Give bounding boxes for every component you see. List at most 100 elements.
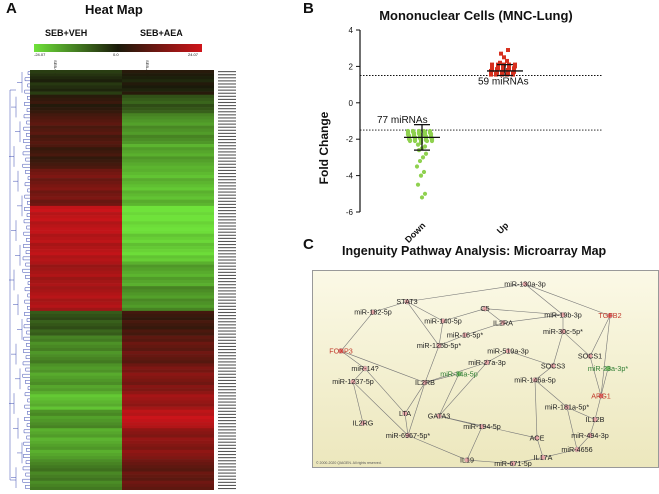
heatmap-cell bbox=[30, 385, 122, 389]
dendrogram-branch bbox=[26, 120, 30, 125]
heatmap-row-label bbox=[218, 281, 236, 283]
heatmap-cell bbox=[122, 246, 214, 250]
heatmap-cell bbox=[30, 113, 122, 117]
heatmap-row-label bbox=[218, 206, 236, 209]
heatmap-row-label bbox=[218, 463, 236, 465]
heatmap-cell bbox=[30, 403, 122, 407]
heatmap-row-label bbox=[218, 197, 236, 199]
heatmap-cell bbox=[122, 443, 214, 448]
ipa-node-label: LTA bbox=[399, 409, 411, 418]
dendrogram-branch bbox=[23, 126, 30, 131]
heatmap-cells bbox=[30, 70, 214, 490]
dendrogram-branch bbox=[23, 429, 30, 434]
heatmap-cell bbox=[122, 486, 214, 490]
ipa-node: STAT3 bbox=[396, 297, 417, 306]
heatmap-cell bbox=[30, 70, 122, 74]
heatmap-cell bbox=[30, 273, 122, 278]
heatmap-cell bbox=[122, 205, 214, 210]
heatmap-cell bbox=[30, 372, 122, 377]
ipa-node-marker bbox=[587, 353, 593, 359]
heatmap-row-label bbox=[218, 142, 236, 144]
ipa-edge bbox=[407, 382, 426, 436]
heatmap-row-label bbox=[218, 432, 236, 434]
ipa-node-marker bbox=[607, 313, 613, 319]
heatmap-row-label bbox=[218, 154, 236, 156]
ipa-node-marker bbox=[338, 348, 344, 354]
heatmap-cell bbox=[122, 428, 214, 432]
heatmap-row-label bbox=[218, 392, 236, 394]
heatmap-cell bbox=[122, 400, 214, 404]
heatmap-cell bbox=[30, 119, 122, 123]
heatmap-cell bbox=[122, 261, 214, 265]
heatmap-cell bbox=[122, 344, 214, 349]
heatmap-cell bbox=[30, 425, 122, 429]
heatmap-row-label bbox=[218, 265, 236, 267]
heatmap-row-label bbox=[218, 327, 236, 329]
heatmap-row-label bbox=[218, 117, 236, 119]
dendrogram-branch bbox=[27, 176, 30, 180]
heatmap-cell bbox=[122, 286, 214, 290]
heatmap-cell bbox=[122, 190, 214, 194]
heatmap-row-label bbox=[218, 210, 236, 212]
heatmap-cell bbox=[30, 400, 122, 404]
ipa-edge bbox=[486, 350, 509, 363]
heatmap-cell bbox=[122, 94, 214, 99]
ipa-node-marker bbox=[404, 298, 410, 305]
heatmap-cell bbox=[122, 465, 214, 469]
heatmap-row-label bbox=[218, 259, 236, 261]
heatmap-row-label bbox=[218, 407, 236, 409]
heatmap-cell bbox=[122, 280, 214, 284]
dendrogram-branch bbox=[13, 170, 19, 192]
heatmap-cell bbox=[122, 397, 214, 401]
ipa-node-marker bbox=[505, 348, 511, 354]
heatmap-cell bbox=[30, 103, 122, 108]
dendrogram-branch bbox=[24, 194, 30, 199]
heatmap-cell bbox=[30, 156, 122, 160]
heatmap-cell bbox=[30, 147, 122, 151]
heatmap-cell bbox=[30, 313, 122, 318]
ipa-node: miR-494-3p bbox=[571, 431, 609, 440]
heatmap-cell bbox=[30, 162, 122, 167]
data-point bbox=[424, 138, 430, 144]
heatmap-cell bbox=[30, 338, 122, 343]
data-point bbox=[422, 191, 428, 196]
heatmap-row-label bbox=[218, 339, 236, 341]
dendrogram-branch bbox=[23, 219, 30, 224]
heatmap-cell bbox=[122, 181, 214, 185]
heatmap-cell bbox=[122, 477, 214, 482]
ipa-node-label: miR-146a-5p bbox=[514, 375, 556, 384]
data-point bbox=[490, 62, 494, 67]
heatmap-cell bbox=[30, 283, 122, 287]
heatmap-row-label bbox=[218, 284, 236, 286]
dendrogram-branch bbox=[26, 238, 30, 242]
ipa-node-marker bbox=[350, 379, 356, 385]
heatmap-cell bbox=[122, 422, 214, 426]
heatmap-color-scale bbox=[34, 44, 202, 52]
heatmap-row-label bbox=[218, 349, 236, 351]
heatmap-cell bbox=[122, 409, 214, 414]
heatmap-cell bbox=[122, 218, 214, 222]
heatmap-cell bbox=[30, 276, 122, 281]
heatmap-row-label bbox=[218, 345, 236, 348]
heatmap-row-label bbox=[218, 475, 236, 477]
heatmap-cell bbox=[122, 184, 214, 188]
heatmap-cell bbox=[122, 313, 214, 318]
heatmap-row-label bbox=[218, 460, 236, 462]
heatmap-row-label bbox=[218, 487, 236, 490]
dendrogram-branch bbox=[11, 220, 17, 241]
heatmap-row-label bbox=[218, 370, 236, 372]
ipa-edge bbox=[340, 350, 426, 384]
ipa-edge bbox=[404, 382, 426, 414]
ipa-node: miR-519a-3p bbox=[487, 346, 529, 355]
ipa-edge bbox=[512, 457, 544, 465]
heatmap-row-label bbox=[218, 426, 236, 428]
heatmap-cell bbox=[30, 264, 122, 268]
heatmap-row-label bbox=[218, 194, 236, 196]
heatmap-cell bbox=[30, 175, 122, 179]
heatmap-cell bbox=[30, 449, 122, 454]
data-point bbox=[414, 164, 420, 169]
heatmap-cell bbox=[30, 193, 122, 197]
dendrogram-branch bbox=[25, 367, 30, 372]
dendrogram-branch bbox=[23, 324, 30, 329]
heatmap-row-label bbox=[218, 71, 236, 73]
